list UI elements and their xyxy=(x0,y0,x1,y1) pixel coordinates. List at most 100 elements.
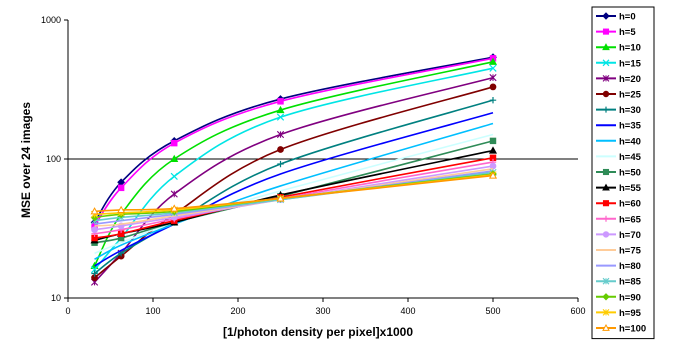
legend-marker xyxy=(602,323,610,331)
x-tick-label: 600 xyxy=(570,306,585,316)
legend-label: h=90 xyxy=(619,292,641,303)
legend-item-h-60: h=60 xyxy=(596,199,641,210)
data-point-h-15 xyxy=(276,113,285,121)
legend-item-h-15: h=15 xyxy=(596,58,642,69)
legend-item-h-95: h=95 xyxy=(596,308,642,319)
legend-item-h-30: h=30 xyxy=(596,105,641,116)
legend-item-h-70: h=70 xyxy=(596,230,641,241)
data-point-h-10 xyxy=(276,105,285,114)
legend-label: h=75 xyxy=(619,246,642,257)
data-point-h-50 xyxy=(489,137,497,145)
legend-marker xyxy=(602,12,610,20)
legend-item-h-40: h=40 xyxy=(596,136,641,147)
legend-marker xyxy=(602,59,610,67)
data-point-h-100 xyxy=(117,205,126,214)
legend-label: h=5 xyxy=(619,27,636,38)
legend-label: h=30 xyxy=(619,105,641,116)
data-point-h-5 xyxy=(171,139,178,147)
data-point-h-100 xyxy=(90,207,99,215)
data-point-h-20 xyxy=(489,74,497,82)
legend-marker xyxy=(602,90,610,98)
legend-item-h-0: h=0 xyxy=(596,12,636,23)
data-point-h-15 xyxy=(489,64,497,72)
legend-label: h=10 xyxy=(619,43,641,54)
legend-item-h-100: h=100 xyxy=(596,324,646,335)
legend-item-h-10: h=10 xyxy=(596,43,641,54)
x-tick-label: 200 xyxy=(230,306,245,316)
axes: 0 100 200 300 400 500 600 10 100 1000 xyxy=(41,15,586,316)
series-line-h-30 xyxy=(94,99,494,275)
data-point-h-100 xyxy=(276,194,285,202)
legend-label: h=20 xyxy=(619,74,641,85)
legend-label: h=25 xyxy=(619,90,642,101)
x-tick-label: 300 xyxy=(315,306,330,316)
x-tick-label: 400 xyxy=(400,306,415,316)
legend-marker xyxy=(602,43,610,51)
data-point-h-20 xyxy=(170,190,178,198)
legend-marker xyxy=(602,168,610,176)
legend-marker xyxy=(602,28,610,35)
y-axis-title: MSE over 24 images xyxy=(19,102,33,218)
legend-item-h-80: h=80 xyxy=(596,261,641,272)
legend-item-h-20: h=20 xyxy=(596,74,641,85)
data-point-h-30 xyxy=(91,270,98,277)
legend-label: h=85 xyxy=(619,277,642,288)
legend-item-h-25: h=25 xyxy=(596,90,642,101)
legend-label: h=55 xyxy=(619,183,642,194)
data-point-h-30 xyxy=(489,96,497,104)
data-point-h-25 xyxy=(489,83,497,91)
data-point-h-100 xyxy=(170,204,179,212)
x-tick-label: 0 xyxy=(65,306,70,316)
y-tick-label: 1000 xyxy=(41,15,61,25)
legend-marker xyxy=(603,215,609,222)
data-point-h-20 xyxy=(276,130,285,139)
legend-item-h-55: h=55 xyxy=(596,183,642,194)
series-h-75 xyxy=(94,168,494,227)
data-point-h-30 xyxy=(277,160,284,168)
legend-label: h=60 xyxy=(619,199,641,210)
x-axis-title: [1/photon density per pixel]x1000 xyxy=(223,325,413,339)
legend-marker xyxy=(602,293,610,301)
legend: h=0 h=5 h=10 h=15 h=20 h=25 h=30 h=35 h=40 h=45 h=… xyxy=(591,6,655,340)
legend-item-h-90: h=90 xyxy=(596,292,641,303)
x-tick-label: 500 xyxy=(485,306,500,316)
data-point-h-5 xyxy=(277,98,284,105)
legend-label: h=50 xyxy=(619,168,641,179)
legend-item-h-5: h=5 xyxy=(596,27,636,38)
legend-marker xyxy=(602,309,610,316)
legend-marker xyxy=(602,277,610,285)
legend-label: h=45 xyxy=(619,152,642,163)
legend-label: h=35 xyxy=(619,121,642,132)
legend-marker xyxy=(602,75,610,82)
series-group xyxy=(90,53,498,286)
data-point-h-10 xyxy=(488,57,498,65)
legend-item-h-45: h=45 xyxy=(596,152,642,163)
data-point-h-70 xyxy=(489,162,497,170)
legend-label: h=80 xyxy=(619,261,641,272)
series-line-h-75 xyxy=(94,168,494,227)
series-h-100 xyxy=(90,171,498,215)
legend-marker xyxy=(602,183,610,191)
legend-item-h-50: h=50 xyxy=(596,168,641,179)
series-line-h-100 xyxy=(94,174,494,213)
y-tick-label: 100 xyxy=(46,154,61,164)
series-line-h-80 xyxy=(94,170,494,225)
y-tick-label: 10 xyxy=(51,293,61,303)
x-tick-label: 100 xyxy=(145,306,160,316)
legend-label: h=15 xyxy=(619,58,642,69)
data-point-h-100 xyxy=(488,171,498,179)
data-point-h-15 xyxy=(170,172,178,180)
legend-label: h=70 xyxy=(619,230,641,241)
legend-item-h-75: h=75 xyxy=(596,246,642,257)
legend-item-h-65: h=65 xyxy=(596,214,642,225)
data-point-h-10 xyxy=(170,154,179,163)
legend-item-h-85: h=85 xyxy=(596,277,642,288)
series-h-80 xyxy=(94,170,494,225)
legend-marker xyxy=(602,231,610,238)
legend-label: h=40 xyxy=(619,136,641,147)
legend-item-h-35: h=35 xyxy=(596,121,642,132)
legend-label: h=100 xyxy=(619,324,646,335)
